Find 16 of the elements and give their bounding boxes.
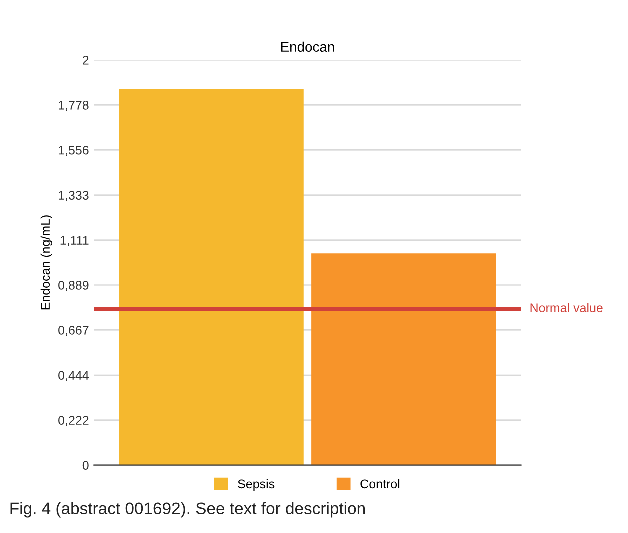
y-tick-label: 1,333: [59, 191, 89, 202]
chart-title: Endocan: [281, 42, 334, 52]
y-tick-label: 0: [82, 461, 89, 470]
legend-label: Sepsis: [238, 479, 275, 492]
y-tick-label: 1,778: [59, 100, 89, 112]
legend-label: Control: [360, 479, 400, 489]
caption: Fig. 4 (abstract 001692). See text for description: [10, 502, 366, 518]
y-tick-label: 1,556: [59, 146, 89, 156]
y-tick-label: 1,111: [60, 236, 89, 246]
y-tick-label: 0,444: [58, 371, 89, 382]
y-tick-label: 0,889: [58, 281, 89, 292]
y-tick-label: 0,222: [58, 416, 89, 426]
ref-line-label: Normal value: [530, 303, 603, 313]
y-axis-title: Endocan (ng/mL): [40, 216, 53, 310]
y-tick-label: 2: [83, 56, 89, 65]
y-tick-label: 0,667: [58, 326, 89, 336]
